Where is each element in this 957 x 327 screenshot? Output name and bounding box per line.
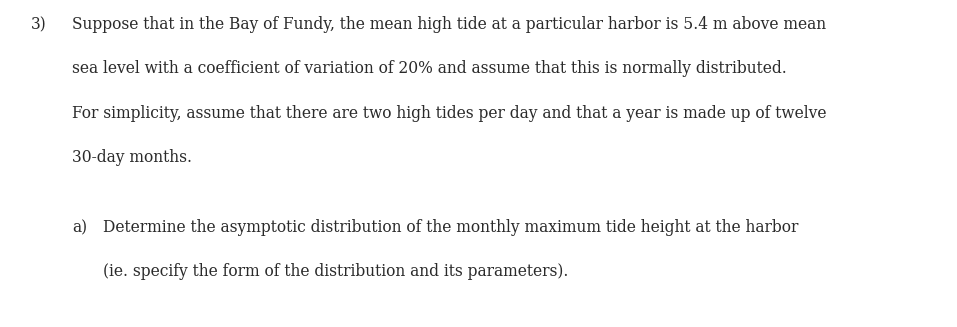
Text: 30-day months.: 30-day months. (72, 149, 191, 166)
Text: Determine the asymptotic distribution of the monthly maximum tide height at the : Determine the asymptotic distribution of… (103, 219, 799, 236)
Text: Suppose that in the Bay of Fundy, the mean high tide at a particular harbor is 5: Suppose that in the Bay of Fundy, the me… (72, 16, 826, 33)
Text: a): a) (72, 219, 87, 236)
Text: For simplicity, assume that there are two high tides per day and that a year is : For simplicity, assume that there are tw… (72, 105, 826, 122)
Text: 3): 3) (31, 16, 46, 33)
Text: (ie. specify the form of the distribution and its parameters).: (ie. specify the form of the distributio… (103, 263, 568, 280)
Text: sea level with a coefficient of variation of 20% and assume that this is normall: sea level with a coefficient of variatio… (72, 60, 787, 77)
